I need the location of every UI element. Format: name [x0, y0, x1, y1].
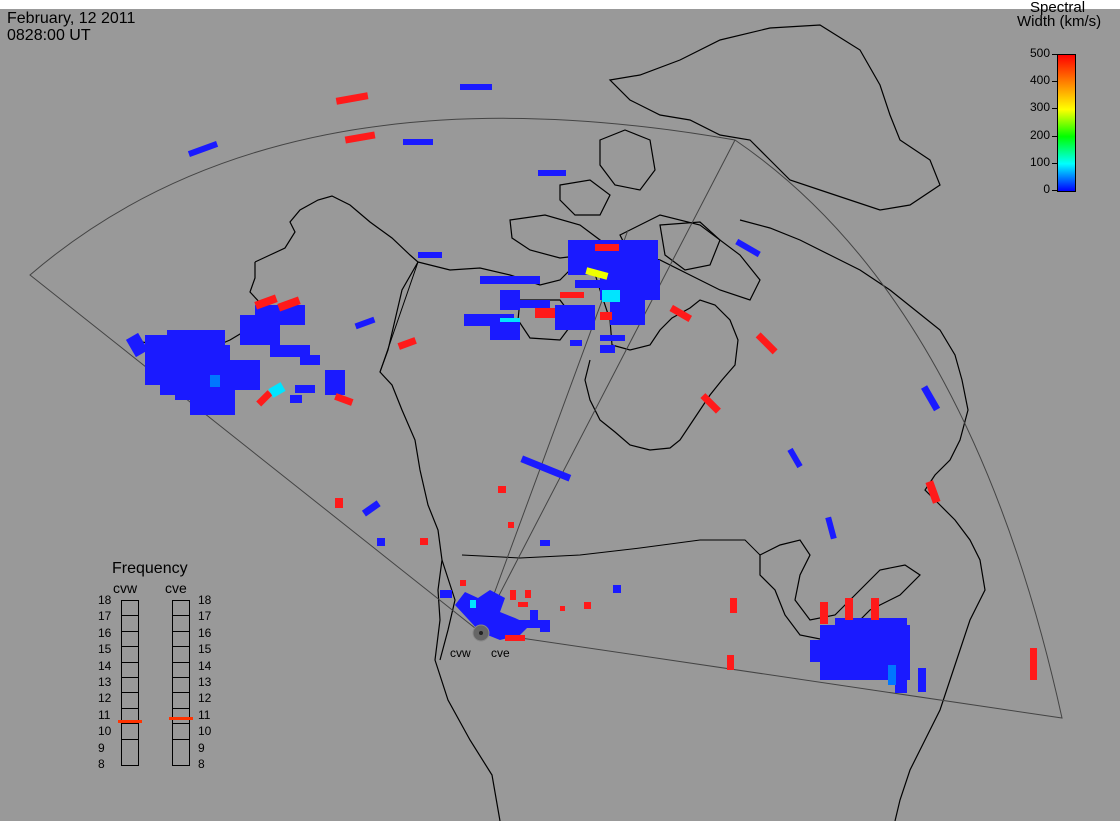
frequency-level-label-right: 13	[198, 675, 212, 689]
frequency-cell	[122, 616, 138, 632]
frequency-level-label-left: 10	[98, 724, 112, 739]
frequency-level-label-right: 15	[198, 642, 212, 657]
frequency-level-label-right: 9	[198, 740, 205, 755]
colorbar-title: Spectral	[1030, 0, 1086, 16]
colorbar-tick-label: 0	[1043, 182, 1050, 196]
scatter-yellow	[585, 267, 609, 280]
frequency-level-label-left: 11	[98, 707, 111, 722]
frequency-level-label-left: 9	[98, 740, 105, 755]
frequency-cell	[122, 740, 138, 755]
frequency-cvw-label: cvw	[113, 580, 138, 596]
frequency-cell	[122, 709, 138, 725]
great-lakes	[759, 539, 921, 641]
frequency-level-label-left: 13	[98, 675, 112, 689]
frequency-cell	[173, 693, 189, 709]
coastlines	[129, 24, 986, 821]
frequency-column-cve	[172, 600, 190, 766]
frequency-level-label-left: 16	[98, 625, 112, 640]
colorbar-tick	[1052, 108, 1057, 110]
frequency-level-label-left: 8	[98, 757, 105, 771]
frequency-marker-cvw	[118, 720, 142, 724]
frequency-cve-label: cve	[165, 580, 187, 596]
frequency-level-label-left: 17	[98, 609, 112, 624]
colorbar-tick-label: 400	[1029, 73, 1050, 88]
scatter-cyan-blue-mix	[210, 375, 896, 685]
frequency-cell	[173, 663, 189, 678]
frequency-cell	[173, 709, 189, 725]
pacific-us-coast	[439, 559, 456, 661]
radar-label-cvw: cvw	[450, 646, 471, 660]
frequency-level-label-right: 8	[198, 757, 205, 771]
frequency-cell	[173, 632, 189, 648]
frequency-cell	[173, 724, 189, 740]
frequency-cell	[122, 678, 138, 694]
frequency-marker-cve	[169, 717, 193, 721]
frequency-level-label-right: 16	[198, 625, 212, 640]
labrador-coast	[739, 219, 986, 821]
hudson-bay-coast	[584, 257, 739, 451]
top-strip	[0, 0, 1120, 9]
colorbar-tick-label: 300	[1029, 100, 1050, 115]
frequency-cell	[173, 616, 189, 632]
scatter-blue	[187, 84, 941, 692]
frequency-cell	[122, 693, 138, 709]
patch-alaska	[125, 305, 345, 415]
time-label: 0828:00 UT	[7, 27, 91, 44]
arctic-island-2	[559, 179, 611, 216]
frequency-level-label-right: 10	[198, 724, 212, 739]
frequency-cell	[173, 678, 189, 694]
frequency-level-label-right: 14	[198, 658, 212, 673]
colorbar-tick-label: 100	[1029, 154, 1050, 169]
patch-us-east	[810, 618, 910, 693]
frequency-cell	[173, 647, 189, 663]
frequency-cell	[173, 601, 189, 617]
frequency-cell	[173, 740, 189, 755]
scatter-cyan	[268, 290, 620, 608]
colorbar-tick-label: 200	[1029, 127, 1050, 142]
us-canada-border	[461, 539, 761, 559]
colorbar-tick	[1052, 162, 1057, 164]
frequency-level-label-right: 17	[198, 609, 212, 624]
frequency-level-label-left: 14	[98, 658, 112, 673]
frequency-level-label-left: 12	[98, 691, 112, 706]
alaska-coastline	[254, 195, 501, 821]
borders	[379, 261, 761, 559]
frequency-cell	[122, 647, 138, 663]
frequency-cell	[122, 632, 138, 648]
fov-cve-west-edge	[479, 139, 736, 633]
radar-label-cve: cve	[491, 646, 510, 660]
colorbar	[1057, 54, 1076, 192]
frequency-column-cvw	[121, 600, 139, 766]
frequency-level-label-right: 18	[198, 593, 212, 607]
alaska-canada-border	[379, 261, 419, 373]
frequency-level-label-right: 11	[198, 707, 211, 722]
frequency-title: Frequency	[112, 560, 188, 577]
frequency-cell	[122, 663, 138, 678]
radar-site-dot	[479, 631, 483, 635]
colorbar-tick	[1052, 190, 1057, 191]
colorbar-tick	[1052, 54, 1057, 55]
colorbar-units: Width (km/s)	[1017, 13, 1102, 30]
frequency-level-label-left: 15	[98, 642, 112, 657]
frequency-level-label-left: 18	[98, 593, 112, 607]
colorbar-tick	[1052, 81, 1057, 83]
frequency-level-label-right: 12	[198, 691, 212, 706]
colorbar-tick	[1052, 135, 1057, 137]
frequency-cell	[122, 724, 138, 740]
date-label: February, 12 2011	[7, 10, 136, 27]
frequency-cell	[122, 601, 138, 617]
arctic-island-4	[659, 221, 721, 271]
greenland-coast	[608, 24, 941, 211]
scatter-red	[254, 92, 1037, 680]
patch-radar-site	[440, 590, 550, 640]
arctic-island-3	[599, 129, 656, 191]
colorbar-tick-label: 500	[1029, 46, 1050, 60]
